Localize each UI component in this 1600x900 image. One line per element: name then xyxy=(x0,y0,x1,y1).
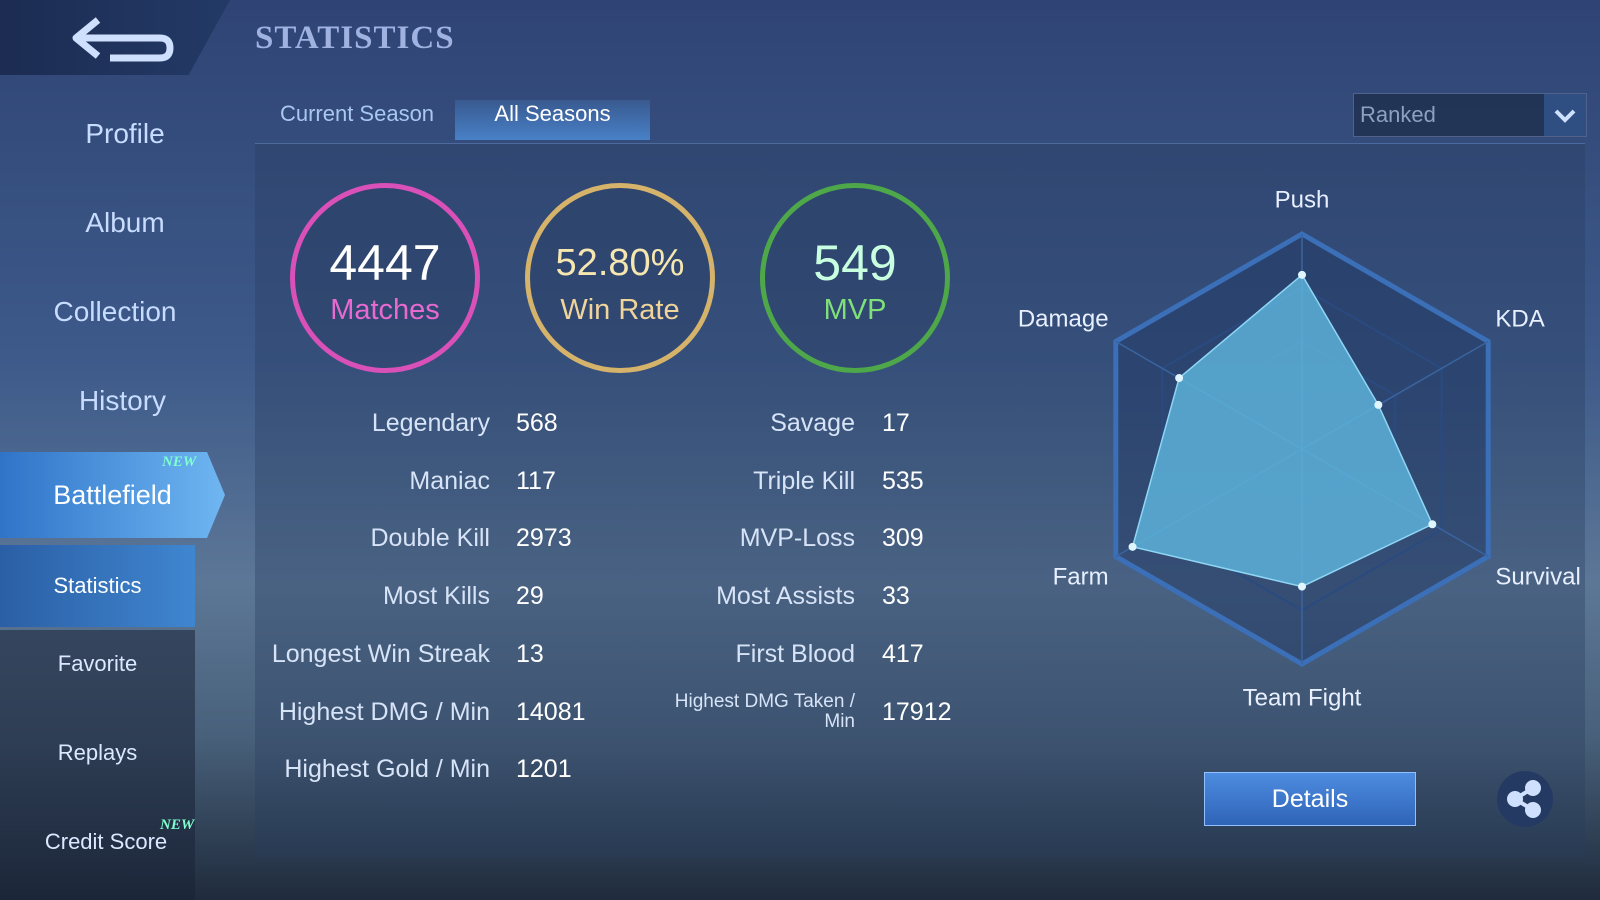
nav-label: Credit Score xyxy=(44,829,168,854)
stat-label: Savage xyxy=(770,409,855,437)
nav-item[interactable]: Album xyxy=(0,207,250,239)
details-button[interactable]: Details xyxy=(1204,772,1416,826)
stat-label: Maniac xyxy=(409,466,490,495)
nav-item[interactable]: History xyxy=(0,385,245,417)
nav-item[interactable]: Statistics xyxy=(0,545,195,627)
summary-label: Win Rate xyxy=(560,294,680,326)
nav-item[interactable]: Replays xyxy=(0,740,195,766)
summary-ring: 52.80% Win Rate xyxy=(525,183,715,373)
summary-label: Matches xyxy=(330,294,440,326)
summary-value: 4447 xyxy=(329,235,441,291)
dropdown-arrow xyxy=(1544,94,1586,136)
summary-ring: 4447 Matches xyxy=(290,183,480,373)
stat-value: 117 xyxy=(516,466,556,495)
sidebar-background xyxy=(0,630,195,900)
nav-item[interactable]: Profile xyxy=(0,118,250,150)
nav-label: Collection xyxy=(53,296,177,327)
nav-item[interactable]: Favorite xyxy=(0,651,195,677)
axis-label: KDA xyxy=(1495,305,1544,332)
stat-label: Most Kills xyxy=(383,582,490,611)
nav-label: Statistics xyxy=(53,573,142,598)
radar-chart: Push KDA Survival Team Fight Farm Damage xyxy=(1018,186,1581,711)
nav-label: Replays xyxy=(57,740,138,765)
radar-point xyxy=(1175,374,1184,383)
stat-label: Highest DMG / Min xyxy=(278,697,490,726)
nav-label: Favorite xyxy=(57,651,138,676)
mode-dropdown[interactable]: Ranked xyxy=(1353,93,1587,137)
back-button[interactable] xyxy=(0,0,230,75)
nav-item[interactable]: Battlefield xyxy=(0,452,225,538)
stat-label: Highest Gold / Min xyxy=(284,755,490,784)
summary-value: 549 xyxy=(813,235,897,291)
radar-point xyxy=(1298,270,1306,279)
radar-point xyxy=(1298,582,1306,591)
axis-label: Team Fight xyxy=(1243,684,1362,711)
stat-label: Most Assists xyxy=(716,582,855,611)
nav-item[interactable]: Collection xyxy=(0,296,230,328)
new-badge: NEW xyxy=(160,817,195,833)
tab[interactable]: All Seasons xyxy=(455,100,650,140)
axis-label: Damage xyxy=(1018,305,1109,332)
stat-value: 13 xyxy=(516,639,544,668)
stat-label: Triple Kill xyxy=(753,466,855,495)
axis-label: Push xyxy=(1275,186,1330,213)
tab[interactable]: Current Season xyxy=(279,101,435,126)
radar-point xyxy=(1428,520,1437,529)
stat-value: 535 xyxy=(882,466,924,495)
share-button[interactable] xyxy=(1497,771,1553,827)
summary-value: 52.80% xyxy=(555,242,685,284)
stat-label: Highest DMG Taken / Min xyxy=(674,690,855,732)
page-title: STATISTICS xyxy=(255,20,455,56)
stat-value: 309 xyxy=(882,524,924,553)
nav-label: History xyxy=(78,385,167,416)
new-badge: NEW xyxy=(162,454,197,470)
stat-value: 29 xyxy=(516,582,544,611)
nav-item[interactable]: Credit Score xyxy=(0,829,212,855)
stat-label: Double Kill xyxy=(370,524,490,553)
radar-point xyxy=(1128,542,1137,551)
axis-label: Survival xyxy=(1495,563,1580,590)
nav-label: Battlefield xyxy=(53,480,172,510)
stat-value: 33 xyxy=(882,582,910,611)
nav-label: Album xyxy=(85,207,165,238)
stat-value: 17 xyxy=(882,409,910,437)
stat-value: 568 xyxy=(516,409,558,437)
stat-value: 14081 xyxy=(516,697,586,726)
stat-value: 417 xyxy=(882,639,924,668)
stat-label: Legendary xyxy=(371,409,490,437)
nav-label: Profile xyxy=(85,118,165,149)
axis-label: Farm xyxy=(1053,563,1109,590)
summary-label: MVP xyxy=(823,294,887,326)
radar-point xyxy=(1374,400,1383,409)
stat-label: Longest Win Streak xyxy=(271,639,490,668)
stat-value: 2973 xyxy=(516,524,572,553)
stat-value: 17912 xyxy=(882,697,952,726)
stat-label: First Blood xyxy=(735,639,855,668)
back-icon xyxy=(72,17,174,62)
summary-ring: 549 MVP xyxy=(760,183,950,373)
stat-label: MVP-Loss xyxy=(739,524,855,553)
stat-value: 1201 xyxy=(516,755,572,784)
mode-label: Ranked xyxy=(1360,102,1436,127)
